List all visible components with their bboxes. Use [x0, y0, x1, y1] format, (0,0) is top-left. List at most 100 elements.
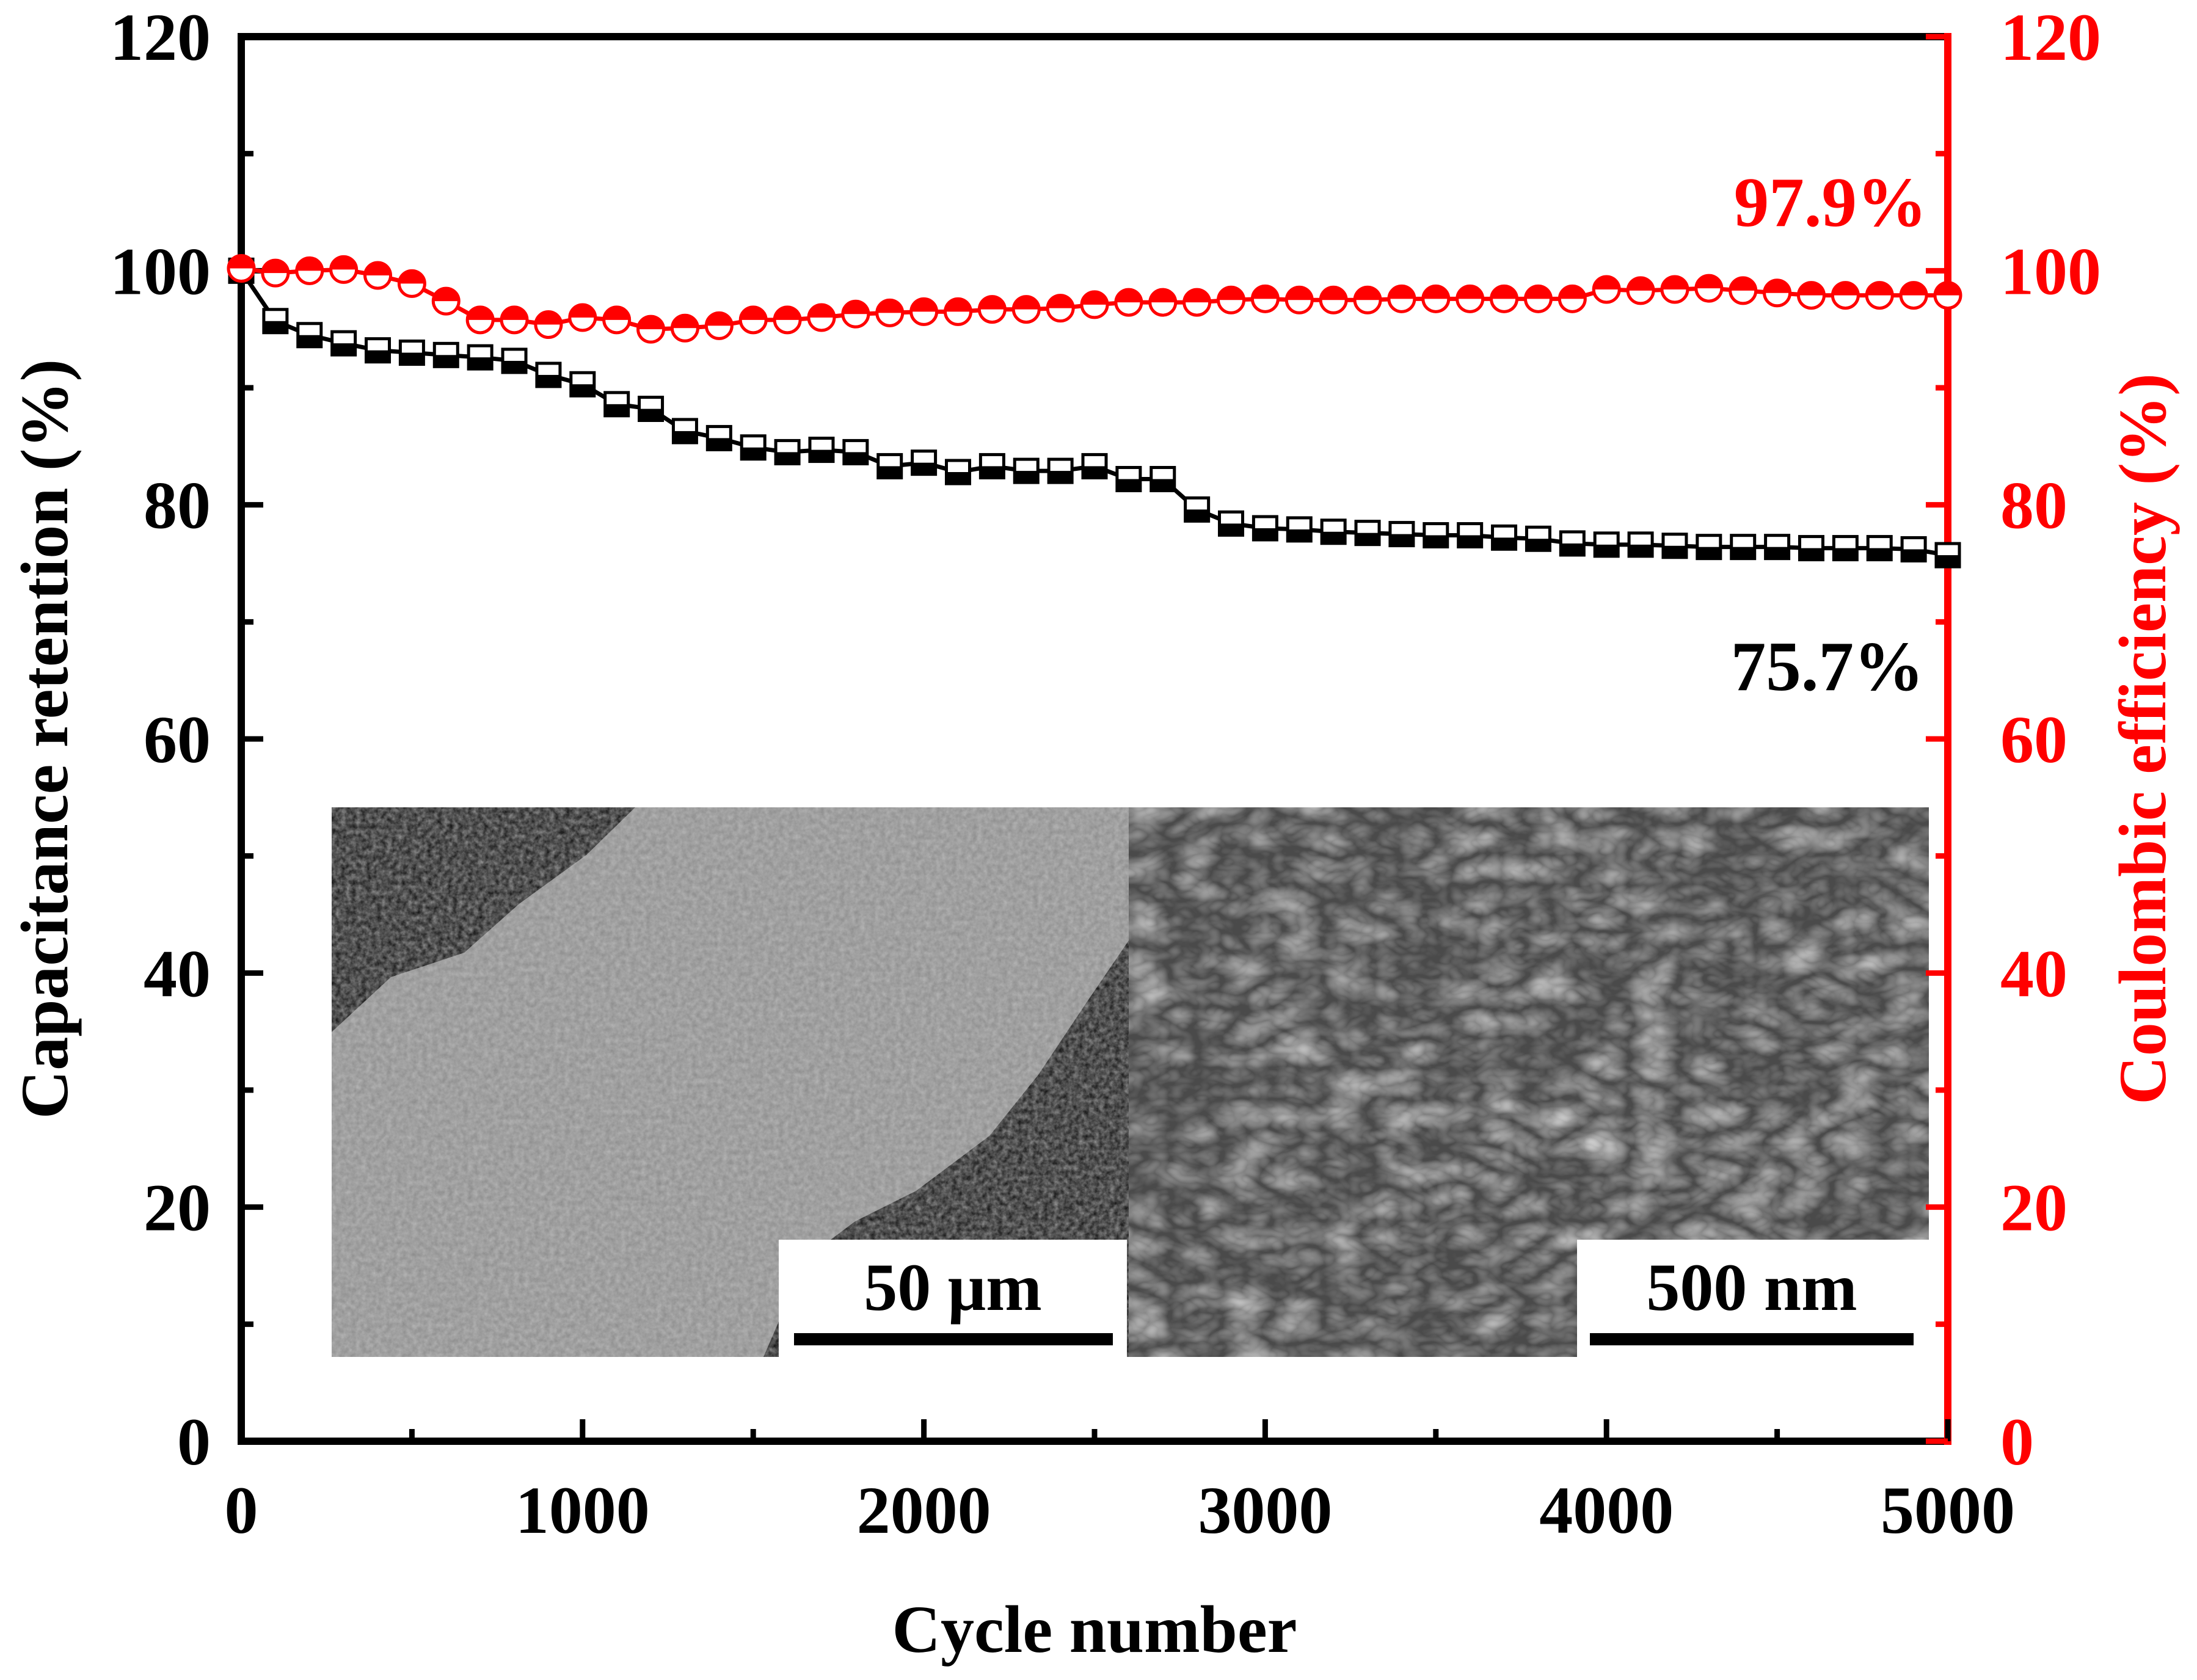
- x-tick-label: 1000: [516, 1473, 650, 1547]
- efficiency-point: [1865, 281, 1894, 310]
- x-tick-label: 5000: [1881, 1473, 2015, 1547]
- efficiency-point: [1933, 281, 1962, 310]
- retention-point: [1627, 531, 1654, 558]
- retention-point: [705, 424, 732, 451]
- efficiency-point: [602, 305, 632, 335]
- efficiency-point: [943, 297, 972, 326]
- retention-point: [1798, 535, 1824, 562]
- retention-point: [1525, 525, 1551, 552]
- efficiency-point: [568, 303, 597, 332]
- x-tick-label: 2000: [857, 1473, 991, 1547]
- retention-point: [1115, 466, 1142, 492]
- retention-point: [774, 438, 801, 465]
- retention-point: [467, 344, 494, 371]
- efficiency-point: [295, 256, 324, 285]
- tick-marks: [238, 34, 1951, 1444]
- y-left-tick-label: 40: [144, 936, 211, 1011]
- y-left-tick-label: 100: [110, 234, 211, 308]
- efficiency-point: [1421, 284, 1451, 313]
- efficiency-point: [1490, 284, 1519, 313]
- efficiency-point: [1011, 295, 1041, 324]
- efficiency-point: [1217, 285, 1246, 315]
- retention-point: [330, 330, 357, 357]
- efficiency-point: [1319, 285, 1348, 315]
- scale-bar-box-1: 50 μm: [779, 1240, 1127, 1357]
- efficiency-point: [636, 315, 666, 344]
- efficiency-point: [363, 261, 393, 290]
- y-right-tick-label: 100: [2000, 234, 2101, 308]
- efficiency-point: [1284, 285, 1314, 315]
- efficiency-point: [1387, 284, 1416, 313]
- retention-point: [1559, 530, 1586, 557]
- sem-inset-left: [332, 807, 1129, 1357]
- y-left-tick-label: 80: [144, 468, 211, 543]
- efficiency-point: [1558, 284, 1587, 313]
- scale-bar-box-2: 500 nm: [1577, 1240, 1929, 1357]
- efficiency-point: [1626, 276, 1655, 305]
- efficiency-point: [1080, 290, 1109, 319]
- efficiency-point: [431, 286, 461, 316]
- retention-point: [671, 418, 698, 445]
- efficiency-point: [1148, 288, 1178, 317]
- retention-point: [1423, 522, 1449, 548]
- efficiency-point: [1660, 275, 1689, 304]
- y-right-tick-label: 120: [2000, 0, 2101, 75]
- coulombic-efficiency-series: [227, 254, 1962, 344]
- capacitance-retention-series: [228, 257, 1961, 569]
- efficiency-point: [1182, 288, 1212, 317]
- retention-point: [603, 391, 630, 418]
- efficiency-point: [1523, 284, 1553, 313]
- retention-point: [842, 438, 869, 465]
- annotation-efficiency-value: 97.9%: [1734, 164, 1927, 241]
- efficiency-point: [977, 295, 1007, 324]
- retention-point: [911, 449, 938, 476]
- retention-point: [1013, 457, 1040, 484]
- efficiency-point: [738, 305, 768, 335]
- efficiency-point: [1456, 284, 1485, 313]
- efficiency-point: [1796, 281, 1826, 310]
- retention-point: [1354, 520, 1381, 547]
- y-left-tick-label: 60: [144, 702, 211, 777]
- retention-point: [1832, 535, 1859, 562]
- retention-point: [740, 434, 767, 461]
- y-right-tick-label: 0: [2000, 1405, 2034, 1479]
- scale-bar-label-1: 50 μm: [864, 1250, 1042, 1325]
- retention-point: [1764, 534, 1791, 561]
- retention-point: [1320, 518, 1347, 545]
- efficiency-point: [670, 313, 699, 343]
- efficiency-point: [875, 298, 905, 327]
- retention-point: [296, 322, 323, 349]
- x-tick-label: 3000: [1198, 1473, 1332, 1547]
- efficiency-point: [534, 310, 563, 339]
- retention-point: [1150, 466, 1176, 492]
- annotation-retention-value: 75.7%: [1731, 628, 1924, 705]
- retention-point: [1388, 521, 1415, 548]
- retention-point: [1081, 453, 1108, 479]
- efficiency-point: [1353, 285, 1382, 315]
- y-right-tick-label: 60: [2000, 702, 2068, 777]
- y-left-tick-label: 0: [177, 1405, 211, 1479]
- y-right-tick-label: 40: [2000, 936, 2068, 1011]
- retention-point: [535, 362, 562, 388]
- efficiency-point: [500, 305, 529, 335]
- retention-point: [1184, 496, 1211, 523]
- retention-point: [808, 437, 835, 464]
- retention-point: [432, 341, 459, 368]
- efficiency-point: [1250, 284, 1280, 313]
- retention-point: [1696, 534, 1722, 561]
- retention-point: [638, 396, 665, 422]
- efficiency-point: [1046, 294, 1075, 323]
- retention-point: [365, 337, 392, 364]
- x-tick-label: 4000: [1539, 1473, 1674, 1547]
- y-axis-left-label: Capacitance retention (%): [7, 359, 82, 1119]
- efficiency-point: [909, 297, 939, 326]
- y-left-tick-label: 120: [110, 0, 211, 75]
- retention-point: [1593, 531, 1620, 558]
- efficiency-point: [807, 303, 836, 332]
- efficiency-point: [1899, 281, 1928, 310]
- efficiency-point: [1763, 278, 1792, 308]
- scale-bar-label-2: 500 nm: [1646, 1250, 1857, 1325]
- retention-point: [398, 340, 425, 366]
- retention-point: [1252, 515, 1278, 542]
